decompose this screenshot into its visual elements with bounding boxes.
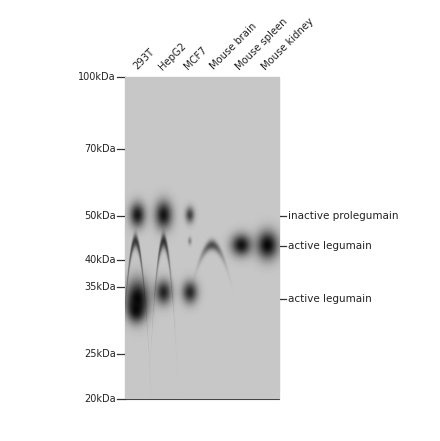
Text: MCF7: MCF7 xyxy=(183,45,209,72)
Bar xyxy=(125,77,279,399)
Text: active legumain: active legumain xyxy=(288,294,371,304)
Text: Mouse spleen: Mouse spleen xyxy=(234,16,290,72)
Text: 25kDa: 25kDa xyxy=(84,349,116,359)
Text: 100kDa: 100kDa xyxy=(78,72,116,82)
Text: 50kDa: 50kDa xyxy=(84,211,116,221)
Text: Mouse kidney: Mouse kidney xyxy=(260,16,315,72)
Bar xyxy=(254,77,279,83)
Text: 35kDa: 35kDa xyxy=(84,282,116,292)
Bar xyxy=(228,77,253,83)
Text: inactive prolegumain: inactive prolegumain xyxy=(288,211,398,221)
Text: 293T: 293T xyxy=(131,47,156,72)
Bar xyxy=(151,77,176,83)
Text: 20kDa: 20kDa xyxy=(84,394,116,404)
Text: 70kDa: 70kDa xyxy=(84,143,116,153)
Text: Mouse brain: Mouse brain xyxy=(208,22,259,72)
Bar xyxy=(126,77,150,83)
Bar xyxy=(203,77,227,83)
Text: HepG2: HepG2 xyxy=(157,41,188,72)
Text: active legumain: active legumain xyxy=(288,241,371,251)
Bar xyxy=(177,77,202,83)
Text: 40kDa: 40kDa xyxy=(84,255,116,265)
